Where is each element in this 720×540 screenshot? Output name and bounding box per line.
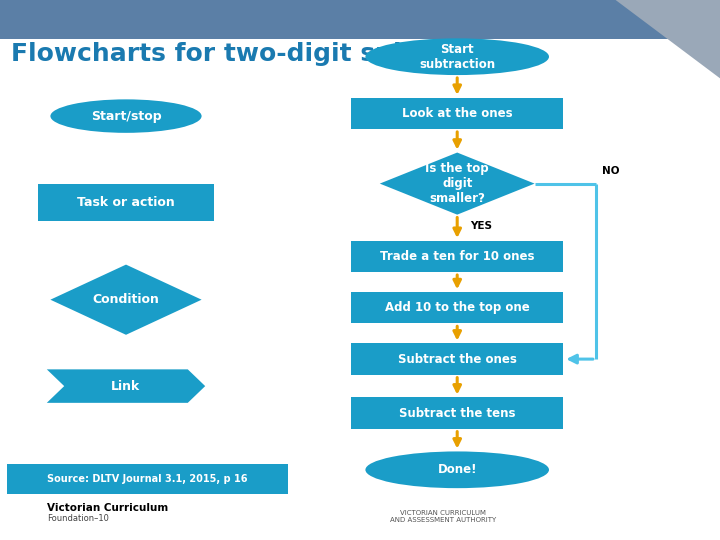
FancyBboxPatch shape: [7, 464, 288, 494]
Text: YES: YES: [470, 221, 492, 231]
FancyBboxPatch shape: [351, 292, 563, 323]
Text: Source: DLTV Journal 3.1, 2015, p 16: Source: DLTV Journal 3.1, 2015, p 16: [48, 474, 248, 484]
Polygon shape: [380, 152, 534, 214]
FancyBboxPatch shape: [351, 397, 563, 429]
Text: Victorian Curriculum: Victorian Curriculum: [47, 503, 168, 514]
Polygon shape: [616, 0, 720, 78]
Ellipse shape: [365, 38, 549, 75]
FancyBboxPatch shape: [37, 184, 215, 221]
Text: Task or action: Task or action: [77, 196, 175, 209]
Text: Condition: Condition: [93, 293, 159, 306]
Text: Subtract the ones: Subtract the ones: [397, 353, 517, 366]
Text: VICTORIAN CURRICULUM
AND ASSESSMENT AUTHORITY: VICTORIAN CURRICULUM AND ASSESSMENT AUTH…: [390, 510, 496, 523]
Text: Subtract the tens: Subtract the tens: [399, 407, 516, 420]
FancyBboxPatch shape: [351, 98, 563, 129]
FancyBboxPatch shape: [351, 343, 563, 375]
Ellipse shape: [365, 451, 549, 488]
Text: Look at the ones: Look at the ones: [402, 107, 513, 120]
Text: Link: Link: [112, 380, 140, 393]
Text: NO: NO: [602, 165, 619, 176]
Text: Trade a ten for 10 ones: Trade a ten for 10 ones: [380, 250, 534, 263]
Text: Flowcharts for two-digit subtraction: Flowcharts for two-digit subtraction: [11, 42, 523, 65]
Text: Start
subtraction: Start subtraction: [419, 43, 495, 71]
FancyBboxPatch shape: [351, 241, 563, 272]
Polygon shape: [47, 369, 205, 403]
Text: Foundation–10: Foundation–10: [47, 514, 109, 523]
FancyBboxPatch shape: [0, 0, 720, 39]
Ellipse shape: [50, 99, 202, 133]
Text: Add 10 to the top one: Add 10 to the top one: [384, 301, 530, 314]
Text: Start/stop: Start/stop: [91, 110, 161, 123]
Polygon shape: [50, 265, 202, 335]
Text: Done!: Done!: [438, 463, 477, 476]
Text: Is the top
digit
smaller?: Is the top digit smaller?: [426, 162, 489, 205]
